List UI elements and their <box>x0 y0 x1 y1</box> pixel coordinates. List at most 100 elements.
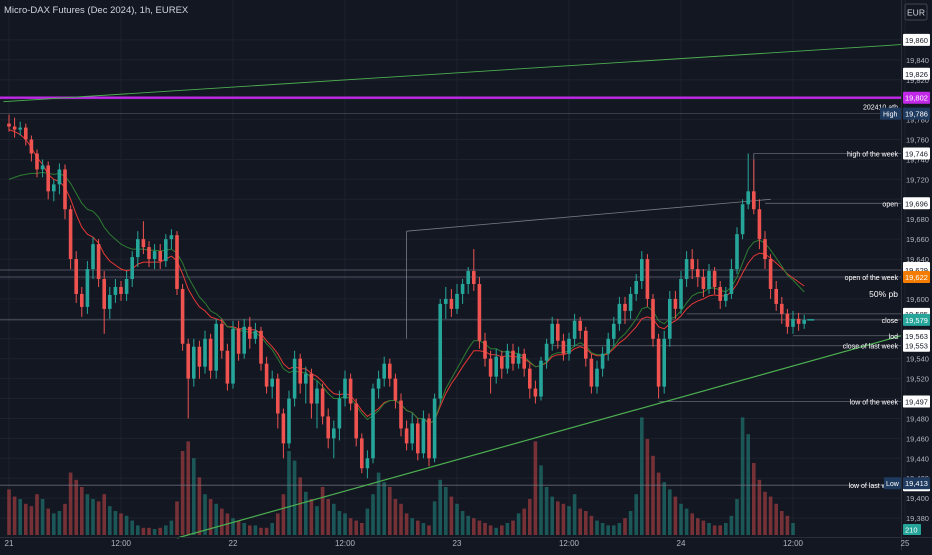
candle-body <box>701 277 706 289</box>
ath-badge: 19,802 <box>905 94 928 103</box>
candle-body <box>80 293 84 307</box>
volume-bar <box>393 499 398 535</box>
volume-bar <box>466 515 470 535</box>
currency-button[interactable] <box>904 3 928 21</box>
candle-body <box>248 326 252 339</box>
volume-bar <box>186 441 190 535</box>
candle-body <box>326 416 330 439</box>
price-badge-bg <box>903 33 930 46</box>
volume-bar <box>113 511 118 535</box>
price-axis[interactable]: 19,38019,40019,42019,44019,46019,48019,5… <box>880 0 930 550</box>
candle-body <box>600 353 605 369</box>
candle-body <box>718 286 722 301</box>
candle-body <box>528 368 532 389</box>
volume-bar <box>488 525 493 535</box>
volume-bar <box>791 523 795 535</box>
volume-bar <box>197 477 202 535</box>
level-label: low of the week <box>850 400 899 407</box>
drawn-lines <box>0 44 902 539</box>
candle-body <box>371 388 375 459</box>
candle-body <box>158 251 162 262</box>
candle-body <box>130 257 134 279</box>
volume-bar <box>348 518 353 535</box>
candle-body <box>617 303 622 324</box>
volume-bar <box>24 503 28 535</box>
moving-averages <box>8 129 805 425</box>
candle-body <box>382 363 386 379</box>
candle-body <box>645 259 650 299</box>
candle-body <box>561 340 566 354</box>
candle-body <box>276 378 280 414</box>
volume-bar <box>712 525 717 535</box>
candle-body <box>634 280 638 294</box>
candle-body <box>511 350 515 364</box>
candle-body <box>589 358 594 387</box>
time-axis[interactable]: 2112:002212:002312:002412:002512:002812:… <box>0 537 932 549</box>
candle-body <box>774 288 778 304</box>
price-badge: 19,826 <box>905 70 928 79</box>
level-badge-bg <box>903 395 930 408</box>
candle-body <box>74 259 78 294</box>
y-tick-label: 19,720 <box>906 175 929 184</box>
level-label: close of last week <box>843 344 899 351</box>
volume-bar <box>164 525 168 535</box>
volume-bar <box>421 523 426 535</box>
volume-bar <box>287 451 291 535</box>
candle-body <box>85 269 90 307</box>
x-tick-label: 22 <box>229 539 238 548</box>
candle-body <box>348 378 353 404</box>
volume-bar <box>505 523 510 535</box>
candle-body <box>343 378 347 399</box>
candle-body <box>91 244 95 270</box>
high-badge-bg <box>903 107 930 120</box>
level-badge: 19,497 <box>905 398 928 407</box>
volume-bar <box>320 487 325 535</box>
volume-bar <box>108 506 112 535</box>
volume-bar <box>214 503 218 535</box>
y-tick-label: 19,760 <box>906 136 929 145</box>
candle-body <box>164 239 168 262</box>
volume-bar <box>315 506 319 535</box>
candle-body <box>802 319 806 324</box>
low-badge: 19,413 <box>905 479 928 488</box>
ath-badge-bg <box>903 91 930 104</box>
volume-bar <box>332 503 336 535</box>
volume-bar <box>528 499 532 535</box>
volume-bar <box>276 513 280 535</box>
candle-body <box>785 313 790 327</box>
volume-bar <box>584 511 588 535</box>
candle-body <box>40 165 45 170</box>
volume-bar <box>175 501 179 535</box>
volume-badge-bg <box>903 524 921 535</box>
high-label-bg <box>880 107 901 120</box>
level-badge-bg <box>903 329 930 342</box>
candle-body <box>337 398 342 429</box>
chart-title: Micro-DAX Futures (Dec 2024), 1h, EUREX <box>4 5 189 16</box>
candle-body <box>550 323 554 344</box>
volume-bar <box>270 523 274 535</box>
volume-bar <box>376 472 381 535</box>
candle-body <box>270 378 274 387</box>
candle-body <box>354 403 358 439</box>
candle-body <box>567 338 571 354</box>
volume-bar <box>57 511 62 535</box>
candle-body <box>746 191 750 205</box>
volume-bar <box>52 513 56 535</box>
volume-bar <box>718 525 722 535</box>
volume-bar <box>595 520 599 535</box>
candle-body <box>220 323 224 351</box>
volume-bar <box>40 499 45 535</box>
volume-bar <box>326 499 330 535</box>
candle-body <box>796 318 801 324</box>
candle-body <box>516 353 521 364</box>
candle-body <box>483 340 487 359</box>
candle-body <box>169 235 174 240</box>
volume-bar <box>298 477 302 535</box>
candle-body <box>315 388 319 404</box>
volume-bar <box>96 501 101 535</box>
y-tick-label: 19,640 <box>906 255 929 264</box>
level-badge-bg <box>903 313 930 326</box>
